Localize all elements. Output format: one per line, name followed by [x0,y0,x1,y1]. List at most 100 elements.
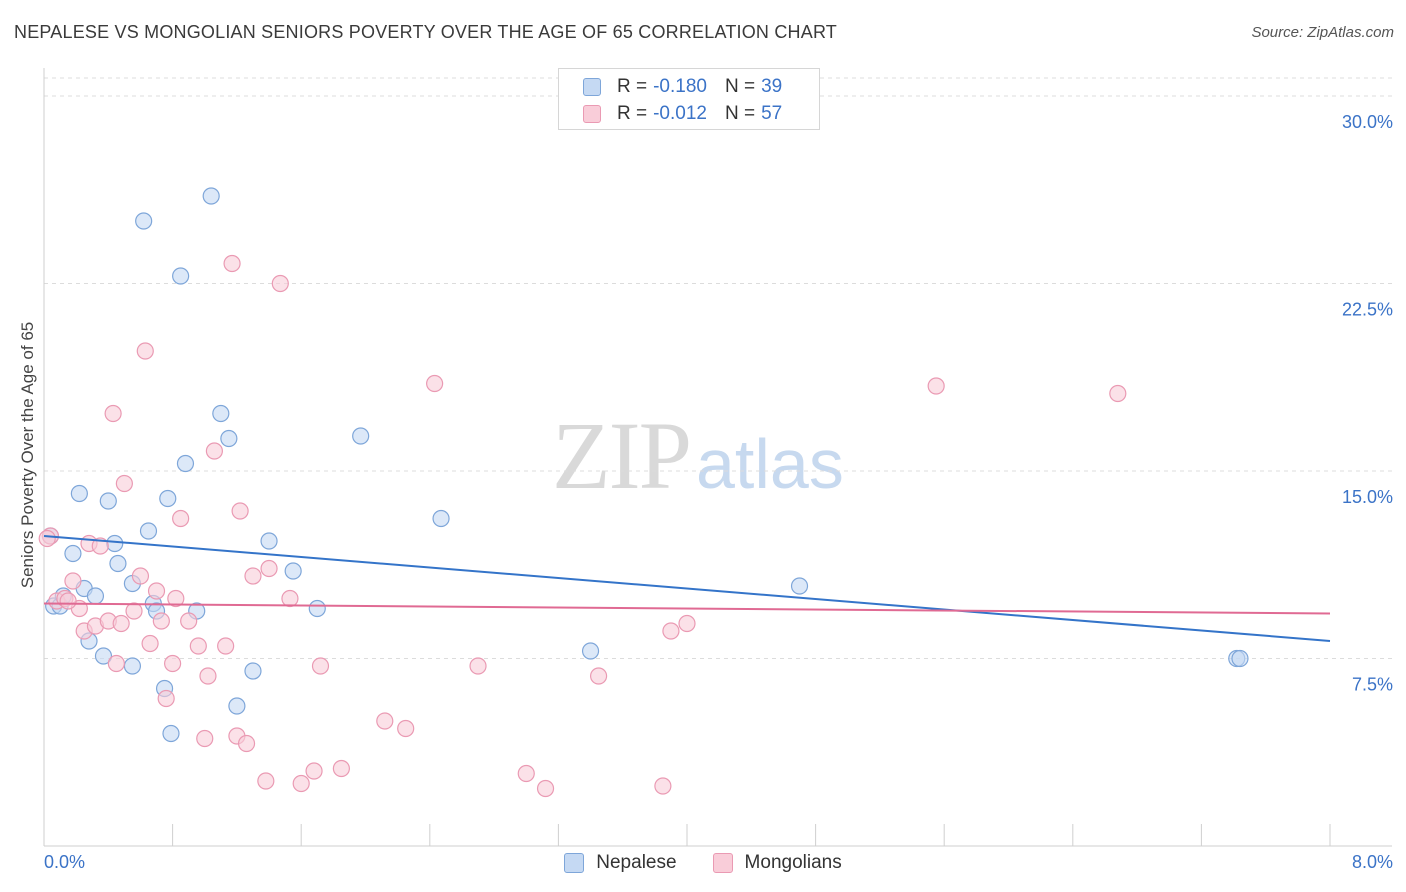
mongolians-point [91,537,109,555]
watermark: ZIPatlas [552,400,844,511]
y-tick-label: 30.0% [1342,112,1393,132]
nepalese-point [106,534,124,553]
mongolians-point [305,762,323,780]
stats-legend: R = -0.180 N = 39 R = -0.012 N = 57 [558,68,820,130]
y-tick-label: 7.5% [1352,675,1393,695]
mongolians-swatch [583,105,601,123]
nepalese-point [202,187,220,205]
mongolians-point [260,559,278,578]
mongolians-point [292,774,310,793]
mongolians-point [311,657,330,675]
mongolians-point [199,667,217,685]
nepalese-point [176,454,195,473]
nepalese-point [99,492,117,510]
nepalese-trendline [43,535,1331,642]
mongolians-point [237,734,256,753]
legend-label: Nepalese [596,852,677,873]
nepalese-point [159,489,177,508]
mongolians-point [125,602,143,620]
n-value: 57 [761,103,783,124]
mongolians-point [1109,384,1127,403]
y-tick-label: 22.5% [1342,300,1393,320]
mongolians-point [281,589,299,608]
x-tick-label: 0.0% [44,852,85,872]
mongolians-point [217,637,235,655]
mongolians-point [589,667,608,685]
legend-row-mongolians: R = -0.012 N = 57 [583,103,782,125]
legend-item-mongolians: Mongolians [712,852,842,874]
trend-layer [43,535,1331,642]
mongolians-point [189,637,207,655]
mongolians-point [223,254,241,273]
nepalese-point [581,642,600,660]
mongolians-point [141,634,159,653]
legend-label: Mongolians [744,852,842,873]
mongolians-trendline [43,602,1331,615]
y-tick-label: 15.0% [1342,487,1393,507]
legend-row-nepalese: R = -0.180 N = 39 [583,76,782,98]
mongolians-point [136,342,154,360]
nepalese-point [228,697,246,715]
nepalese-point [220,429,238,448]
n-label: N = [724,103,756,124]
r-label: R = [617,76,648,97]
mongolians-point [469,657,487,675]
mongolians-point [157,689,175,708]
mongolians-point [59,592,77,610]
nepalese-point [790,577,809,595]
nepalese-point [135,212,153,230]
nepalese-point [352,427,370,445]
nepalese-point [64,544,82,563]
nepalese-point [70,484,88,503]
n-value: 39 [761,76,783,97]
mongolians-point [115,474,133,493]
mongolians-point [172,509,190,528]
n-label: N = [724,76,756,97]
nepalese-point [308,599,326,618]
nepalese-point [172,267,190,285]
mongolians-point [231,502,249,520]
mongolians-point [517,764,535,783]
points-layer [38,187,1249,798]
mongolians-point [205,442,223,460]
nepalese-point [244,662,262,680]
nepalese-point [260,532,278,550]
mongolians-point [152,612,170,630]
nepalese-point [432,509,450,528]
mongolians-point [257,772,275,790]
x-tick-label: 8.0% [1352,852,1393,872]
axis-layer [43,68,1392,847]
mongolians-point [164,654,182,673]
mongolians-point [107,654,125,673]
nepalese-point [1231,649,1249,668]
mongolians-point [38,529,56,548]
mongolians-point [271,274,289,293]
mongolians-point [167,589,185,608]
mongolians-point [104,404,122,423]
nepalese-swatch [564,853,585,873]
mongolians-point [244,567,262,585]
r-value: -0.012 [653,103,707,124]
legend-item-nepalese: Nepalese [564,852,677,874]
nepalese-point [162,724,180,743]
mongolians-point [662,622,680,640]
mongolians-point [332,759,350,778]
mongolians-point [376,712,394,730]
mongolians-point [180,612,198,630]
mongolians-point [678,614,696,633]
mongolians-point [112,614,130,633]
mongolians-point [397,719,415,738]
r-label: R = [617,103,648,124]
mongolians-point [64,572,82,590]
nepalese-point [284,562,302,580]
r-value: -0.180 [653,76,707,97]
nepalese-point [123,657,142,675]
nepalese-point [94,647,113,665]
mongolians-point [131,567,150,585]
nepalese-point [86,587,105,605]
tick-label-layer: 7.5% 15.0% 22.5% 30.0% 0.0% 8.0% [44,112,1393,872]
mongolians-point [654,777,672,795]
mongolians-point [536,779,555,798]
chart-title: NEPALESE VS MONGOLIAN SENIORS POVERTY OV… [14,22,838,42]
